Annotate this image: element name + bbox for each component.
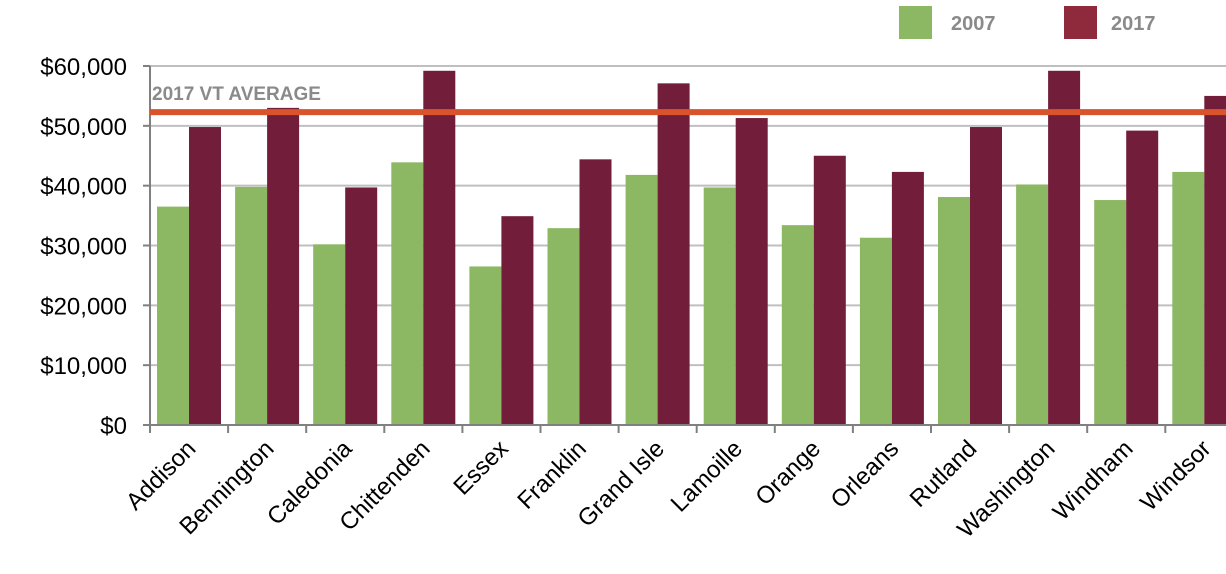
bar-2007-washington: [1016, 184, 1049, 425]
bar-2017-addison: [189, 127, 221, 425]
bar-2007-rutland: [938, 197, 970, 425]
bar-2017-orleans: [891, 171, 924, 425]
bar-2017-rutland: [970, 127, 1002, 425]
x-tick-label: Windham: [1048, 435, 1139, 526]
legend-label-2007: 2007: [951, 13, 996, 35]
y-tick-label: $50,000: [40, 114, 127, 141]
x-tick-label: Orange: [750, 435, 826, 511]
bar-2007-franklin: [547, 228, 580, 425]
bar-2007-orleans: [859, 237, 892, 425]
legend: 2007 2017: [899, 6, 1156, 39]
axes: [143, 65, 1226, 433]
bar-2017-bennington: [267, 107, 300, 425]
bar-2017-grand-isle: [657, 83, 690, 425]
bar-2017-orange: [813, 155, 846, 425]
y-tick-label: $20,000: [40, 293, 127, 320]
bar-2017-caledonia: [345, 187, 378, 425]
y-tick-label: $40,000: [40, 174, 127, 201]
x-tick-label: Orleans: [826, 435, 905, 514]
bar-2017-washington: [1048, 70, 1081, 425]
bar-2017-chittenden: [423, 70, 456, 425]
bar-2007-chittenden: [391, 162, 424, 425]
reference-line-group: 2017 VT AVERAGE: [150, 84, 1226, 116]
x-tick-label: Essex: [448, 435, 513, 500]
bar-2007-grand-isle: [625, 174, 658, 425]
bar-2007-caledonia: [313, 244, 346, 425]
y-tick-label: $60,000: [40, 54, 127, 81]
vt-average-label: 2017 VT AVERAGE: [152, 84, 321, 105]
y-tick-label: $10,000: [40, 353, 127, 380]
x-tick-label: Addison: [121, 435, 201, 515]
bar-2007-essex: [469, 266, 502, 425]
bar-2007-lamoille: [703, 187, 736, 425]
x-tick-label: Windsor: [1135, 435, 1216, 516]
x-tick-label: Lamoille: [666, 435, 748, 517]
y-tick-label: $30,000: [40, 234, 127, 261]
bar-2017-windsor: [1204, 95, 1226, 426]
legend-swatch-2007: [899, 6, 932, 39]
bar-2017-lamoille: [735, 118, 768, 426]
legend-label-2017: 2017: [1111, 13, 1156, 35]
x-tick-label: Franklin: [512, 435, 591, 514]
bars: [157, 70, 1226, 426]
bar-2017-essex: [501, 216, 534, 425]
bar-2007-windham: [1094, 200, 1127, 425]
bar-2007-orange: [781, 225, 814, 425]
bar-2007-bennington: [235, 186, 268, 425]
bar-2017-franklin: [579, 159, 612, 425]
y-tick-label: $0: [100, 413, 127, 440]
bar-2007-addison: [157, 206, 189, 425]
legend-swatch-2017: [1064, 6, 1097, 39]
x-tick-label: Rutland: [905, 435, 983, 513]
bar-2017-windham: [1126, 130, 1159, 425]
y-tick-labels: $0 $10,000 $20,000 $30,000 $40,000 $50,000 $60…: [40, 54, 127, 440]
bar-2007-windsor: [1172, 171, 1205, 425]
